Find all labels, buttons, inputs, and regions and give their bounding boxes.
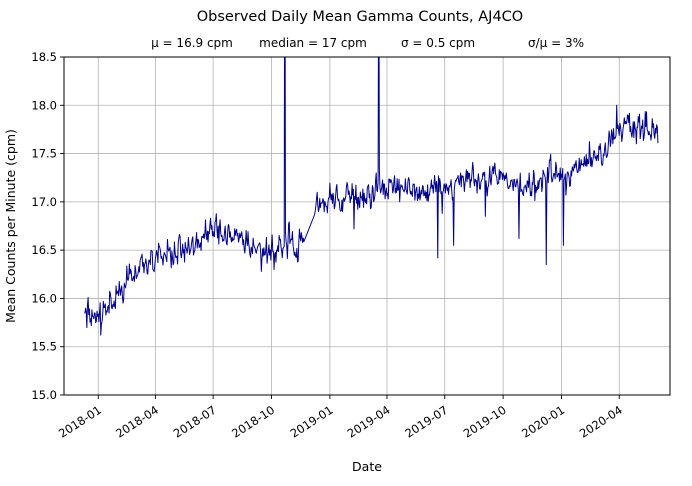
y-tick-label: 17.0: [31, 195, 57, 209]
chart-title: Observed Daily Mean Gamma Counts, AJ4CO: [197, 9, 523, 25]
stats-mu: μ = 16.9 cpm: [151, 36, 233, 50]
data-series-line: [84, 57, 659, 336]
y-tick-label: 18.5: [31, 50, 57, 64]
x-axis-label: Date: [352, 459, 382, 474]
stats-sigma-over-mu: σ/μ = 3%: [528, 36, 584, 50]
y-tick-label: 15.0: [31, 388, 57, 402]
y-tick-label: 17.5: [31, 147, 57, 161]
series-layer: [84, 57, 659, 336]
plot-area: [64, 57, 670, 395]
plot-border: [63, 56, 671, 396]
y-axis-label: Mean Counts per Minute (cpm): [3, 129, 18, 323]
y-tick-label: 15.5: [31, 340, 57, 354]
y-tick-label: 18.0: [31, 98, 57, 112]
stats-median: median = 17 cpm: [259, 36, 367, 50]
stats-sigma: σ = 0.5 cpm: [401, 36, 475, 50]
y-tick-label: 16.0: [31, 291, 57, 305]
y-tick-label: 16.5: [31, 243, 57, 257]
